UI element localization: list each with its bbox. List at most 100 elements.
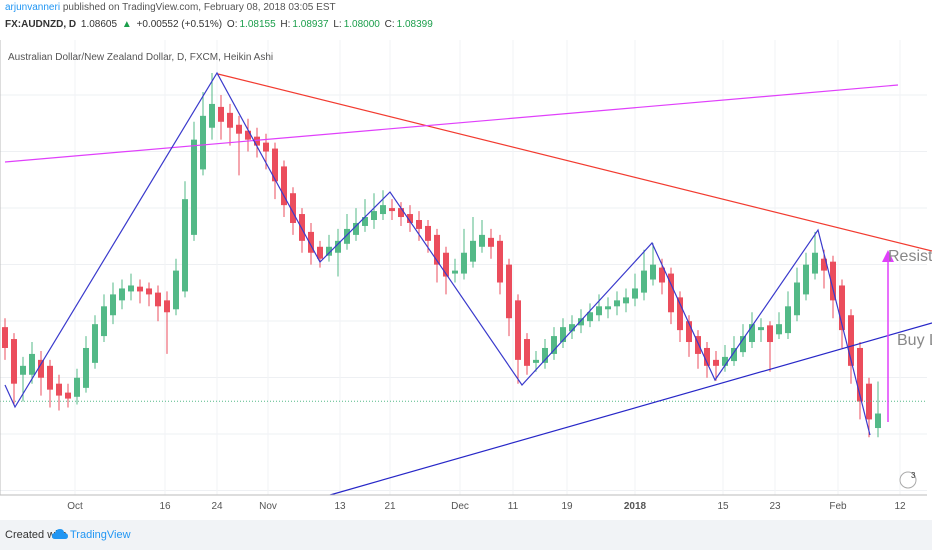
chart-title: Australian Dollar/New Zealand Dollar, D,… <box>8 52 273 63</box>
candle-body <box>641 270 647 293</box>
candle-body <box>416 220 422 229</box>
candle-body <box>704 347 710 366</box>
candle-body <box>677 297 683 331</box>
resistance-line <box>217 73 932 252</box>
candle-body <box>308 231 314 253</box>
candle-body <box>398 208 404 218</box>
publish-line: arjunvanneri published on TradingView.co… <box>5 2 336 13</box>
candle-body <box>578 318 584 326</box>
candle-body <box>713 359 719 366</box>
candle-body <box>479 234 485 247</box>
candle-body <box>245 130 251 140</box>
candle-body <box>533 359 539 363</box>
x-tick-label: 21 <box>384 501 396 512</box>
candle-body <box>83 347 89 388</box>
candle-body <box>812 252 818 274</box>
candle-body <box>506 264 512 319</box>
candle-body <box>803 264 809 295</box>
publish-info: published on TradingView.com, February 0… <box>62 2 336 13</box>
candle-body <box>515 300 521 360</box>
candle-body <box>695 336 701 354</box>
candle-body <box>236 124 242 134</box>
candle-body <box>407 214 413 223</box>
author-link[interactable]: arjunvanneri <box>5 2 61 13</box>
candle-body <box>488 237 494 247</box>
last-price: 1.08605 <box>80 19 118 30</box>
candle-body <box>497 240 503 283</box>
candle-body <box>326 246 332 256</box>
candle-body <box>668 273 674 313</box>
high-label: H: <box>280 19 291 30</box>
candle-body <box>38 359 44 378</box>
candle-body <box>524 339 530 366</box>
drawings: Australian Dollar/New Zealand Dollar, D,… <box>0 40 932 496</box>
candle-body <box>110 294 116 316</box>
candle-body <box>335 240 341 253</box>
x-tick-label: Nov <box>259 501 277 512</box>
x-tick-label: 19 <box>561 501 573 512</box>
x-tick-label: Feb <box>829 501 847 512</box>
chart: Australian Dollar/New Zealand Dollar, D,… <box>0 40 932 512</box>
candle-body <box>443 252 449 277</box>
candle-body <box>470 240 476 262</box>
candle-body <box>137 286 143 292</box>
candle-body <box>650 264 656 280</box>
open-value: 1.08155 <box>239 19 276 30</box>
candle-body <box>434 234 440 265</box>
candle-body <box>317 246 323 259</box>
candles <box>0 72 927 438</box>
brand-link[interactable]: TradingView <box>70 529 131 541</box>
candle-body <box>353 222 359 235</box>
badge[interactable] <box>899 471 917 489</box>
x-tick-label: 2018 <box>624 501 647 512</box>
candle-body <box>659 267 665 283</box>
candle-body <box>776 324 782 335</box>
candle-body <box>794 282 800 316</box>
x-tick-label: Dec <box>451 501 469 512</box>
candle-body <box>461 252 467 274</box>
candle-body <box>767 325 773 343</box>
candle-body <box>29 353 35 375</box>
x-tick-label: 23 <box>769 501 781 512</box>
zigzag <box>4 71 871 436</box>
candle-body <box>155 292 161 307</box>
brand-logo <box>52 529 68 539</box>
candle-body <box>362 217 368 226</box>
low-label: L: <box>333 19 342 30</box>
x-tick-label: 12 <box>894 501 906 512</box>
x-tick-label: 24 <box>211 501 223 512</box>
candle-body <box>452 270 458 274</box>
symbol-line: FX:AUDNZD, D 1.08605 ▲ +0.00552 (+0.51%)… <box>5 19 435 30</box>
created-with: Created with <box>5 529 67 541</box>
candle-body <box>128 285 134 292</box>
candle-body <box>227 112 233 128</box>
candle-body <box>425 225 431 241</box>
candle-body <box>218 106 224 122</box>
grid <box>0 40 927 495</box>
candle-body <box>191 139 197 235</box>
candle-body <box>875 413 881 429</box>
candle-body <box>632 288 638 299</box>
candle-body <box>866 383 872 420</box>
candle-body <box>749 324 755 343</box>
candle-body <box>47 365 53 390</box>
annotation: Resista <box>888 248 932 265</box>
x-tick-label: 15 <box>717 501 729 512</box>
candle-body <box>848 315 854 366</box>
x-tick-label: Oct <box>67 501 83 512</box>
candle-body <box>686 321 692 343</box>
high-value: 1.08937 <box>292 19 329 30</box>
badge-count: 3 <box>911 471 916 480</box>
candle-body <box>20 365 26 375</box>
candle-body <box>785 306 791 334</box>
candle-body <box>839 285 845 331</box>
candle-body <box>119 288 125 301</box>
candle-body <box>290 193 296 223</box>
candle-body <box>263 142 269 152</box>
change-arrow: ▲ <box>121 19 132 30</box>
candle-body <box>569 324 575 332</box>
candle-body <box>344 228 350 244</box>
change: +0.00552 (+0.51%) <box>136 19 223 30</box>
candle-body <box>164 300 170 313</box>
candle-body <box>380 205 386 215</box>
